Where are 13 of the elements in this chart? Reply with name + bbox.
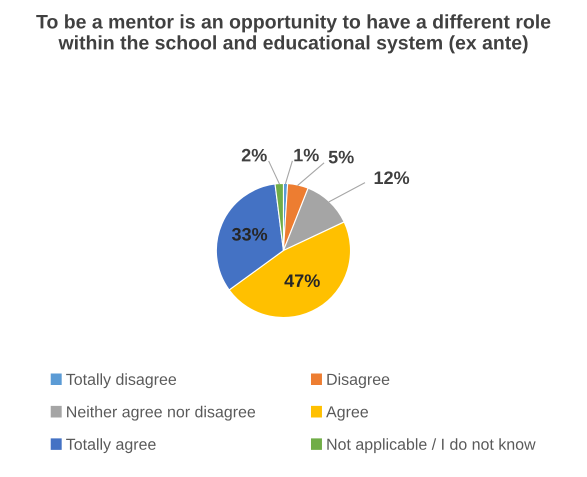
data-label: 1%	[294, 148, 319, 162]
data-label: 33%	[232, 228, 268, 241]
data-label: 12%	[374, 171, 410, 184]
legend-label: Disagree	[327, 373, 390, 388]
legend-label: Not applicable / I do not know	[327, 438, 536, 454]
legend-label: Neither agree nor disagree	[67, 406, 256, 421]
legend-label: Totally disagree	[66, 373, 176, 388]
data-label: 2%	[242, 148, 267, 162]
data-label: 5%	[328, 150, 354, 164]
legend-label: Agree	[326, 406, 368, 421]
data-label: 47%	[284, 274, 320, 288]
legend-label: Totally agree	[66, 438, 156, 454]
chart-title: To be a mentor is an opportunity to have a different role within the school and educational system (ex ante)	[36, 14, 550, 54]
